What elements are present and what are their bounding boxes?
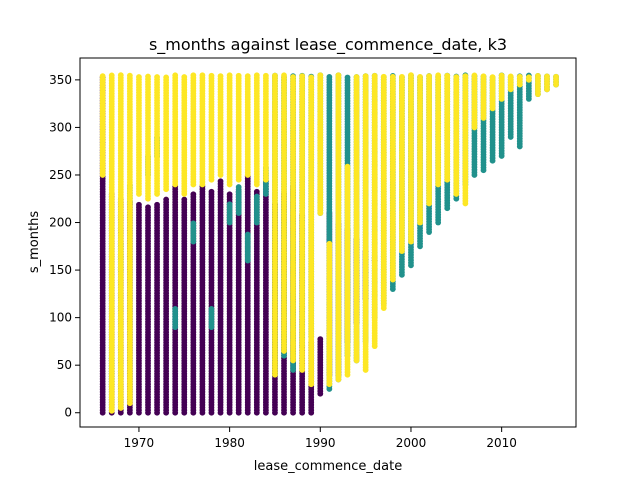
cluster-0-column-1981 (235, 188, 242, 416)
data-point (99, 73, 106, 80)
data-point (108, 72, 115, 79)
cluster-1-column-1980 (226, 201, 233, 226)
data-point (344, 74, 351, 81)
cluster-1-column-1982 (244, 231, 251, 264)
scatter-points (99, 72, 559, 416)
data-point (235, 184, 242, 190)
data-point (172, 306, 179, 312)
data-point (317, 336, 324, 343)
cluster-1-column-1976 (190, 220, 197, 245)
cluster-1-column-1974 (172, 306, 179, 331)
data-point (226, 191, 233, 198)
data-point (326, 74, 333, 80)
data-point (181, 196, 188, 203)
cluster-0-column-1973 (163, 196, 170, 416)
data-point (244, 231, 251, 238)
cluster-2-column-1966 (99, 73, 106, 178)
cluster-2-column-1968 (117, 72, 124, 411)
data-point (208, 306, 215, 312)
cluster-1-column-1981 (235, 184, 242, 216)
data-point (163, 196, 170, 203)
data-point (253, 193, 260, 200)
cluster-2-column-1969 (126, 72, 133, 407)
cluster-0-column-1990 (317, 336, 324, 397)
data-point (190, 220, 197, 227)
data-point (226, 201, 233, 208)
cluster-0-column-1982 (244, 173, 251, 416)
chart-title: s_months against lease_commence_date, k3 (149, 35, 507, 55)
data-point (217, 178, 224, 185)
data-point (136, 201, 142, 208)
cluster-0-column-1970 (136, 201, 142, 416)
data-point (154, 201, 160, 208)
cluster-0-column-1975 (181, 196, 188, 416)
data-point (190, 191, 197, 198)
cluster-1-column-1978 (208, 306, 215, 331)
data-point (117, 72, 124, 79)
cluster-0-column-1984 (262, 178, 269, 416)
cluster-0-column-1974 (172, 183, 179, 416)
cluster-1-column-1983 (253, 193, 260, 226)
cluster-0-column-1971 (145, 204, 151, 416)
cluster-0-column-1979 (217, 178, 224, 416)
cluster-0-column-1978 (208, 188, 215, 416)
data-point (208, 188, 215, 195)
cluster-2-column-1967 (108, 72, 115, 414)
cluster-0-column-1972 (154, 201, 160, 416)
data-point (145, 204, 151, 211)
cluster-0-column-1977 (199, 183, 206, 416)
